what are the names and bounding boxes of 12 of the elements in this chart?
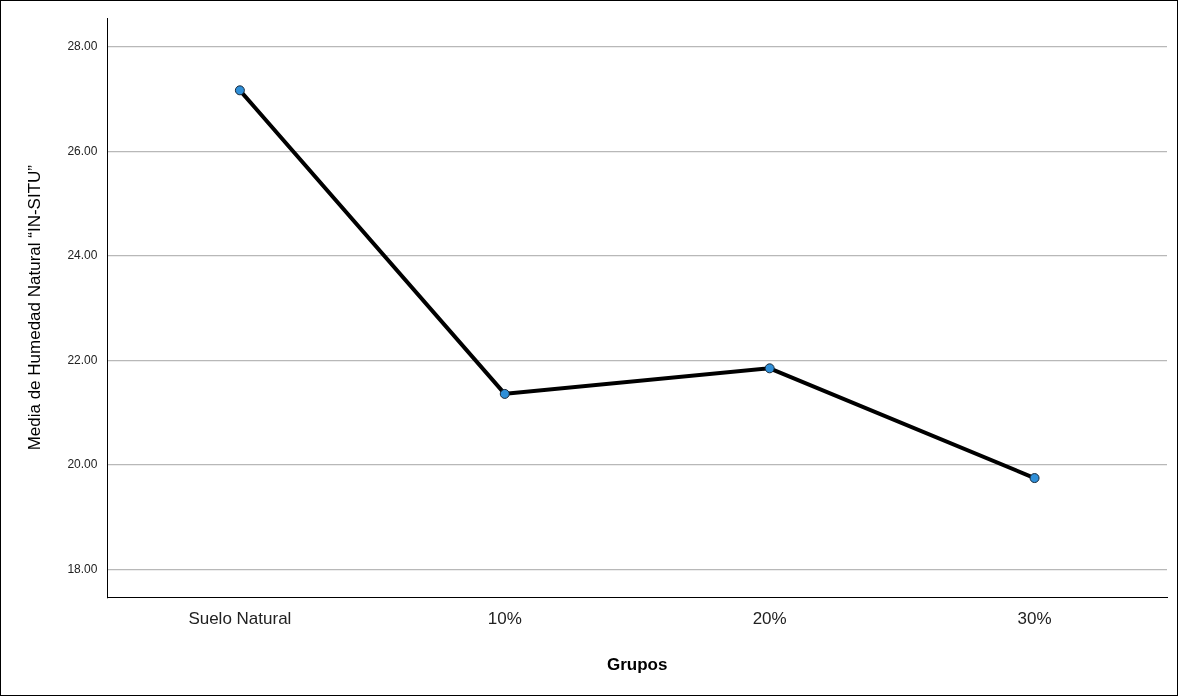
y-tick-label: 28.00	[67, 39, 98, 54]
y-tick-label: 22.00	[67, 352, 98, 367]
y-tick-label: 20.00	[67, 457, 98, 472]
y-tick-label: 18.00	[67, 561, 98, 576]
y-tick-label: 24.00	[67, 248, 98, 263]
x-axis-title: Grupos	[606, 655, 668, 675]
x-tick-label: 10%	[487, 609, 522, 629]
x-tick-label: Suelo Natural	[188, 609, 292, 629]
y-axis-title: Media de Humedad Natural “IN-SITU”	[24, 164, 44, 451]
x-tick-label: 20%	[752, 609, 787, 629]
x-tick-label: 30%	[1017, 609, 1052, 629]
y-tick-label: 26.00	[67, 143, 98, 158]
